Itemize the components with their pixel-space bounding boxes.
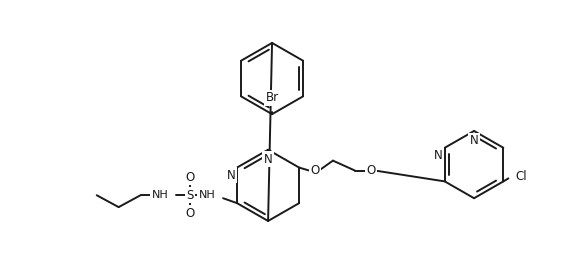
Text: O: O bbox=[186, 207, 195, 219]
Text: N: N bbox=[470, 134, 478, 147]
Text: O: O bbox=[310, 164, 320, 177]
Text: Cl: Cl bbox=[515, 170, 527, 183]
Text: S: S bbox=[187, 189, 194, 202]
Text: O: O bbox=[186, 171, 195, 184]
Text: N: N bbox=[434, 149, 443, 162]
Text: NH: NH bbox=[198, 190, 215, 200]
Text: N: N bbox=[227, 169, 236, 182]
Text: Br: Br bbox=[265, 91, 279, 104]
Text: N: N bbox=[264, 153, 273, 166]
Text: NH: NH bbox=[152, 190, 168, 200]
Text: O: O bbox=[366, 164, 375, 177]
